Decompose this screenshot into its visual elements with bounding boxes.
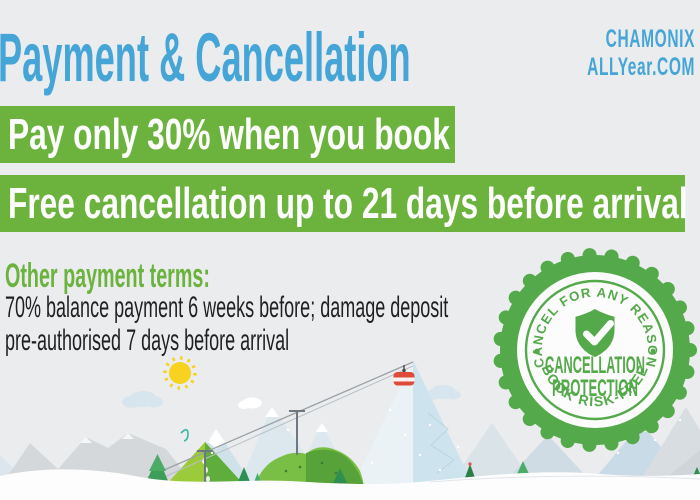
badge-side-dot: [650, 348, 656, 354]
banner-free-cancellation-text: Free cancellation up to 21 days before a…: [8, 178, 688, 228]
snow-cap: [80, 437, 92, 443]
snow-cap: [265, 407, 279, 417]
snow-cap: [316, 423, 328, 432]
logo-line-1: CHAMONIX: [605, 25, 695, 53]
cloud-icon: [238, 397, 262, 409]
badge-center-line-2: PROTECTION: [552, 375, 638, 402]
banner-pay-deposit-text: Pay only 30% when you book: [8, 109, 450, 159]
snow-cap: [208, 429, 225, 449]
hill-speckles: [284, 461, 338, 475]
cable-line: [147, 361, 414, 478]
banner-free-cancellation: Free cancellation up to 21 days before a…: [0, 175, 688, 232]
badge-center-line-1: CANCELLATION: [545, 352, 645, 379]
lift-pylon: [197, 450, 213, 482]
cable-line: [152, 365, 414, 483]
cancellation-protection-badge: CANCEL FOR ANY REASON CANCELLATION PROTE…: [493, 248, 697, 452]
green-hill: [205, 442, 246, 487]
banner-pay-deposit: Pay only 30% when you book: [0, 106, 455, 163]
page-title: Payment & Cancellation: [0, 23, 700, 92]
chamonix-allyear-logo: CHAMONIX ALLYear.COM: [521, 25, 695, 81]
payment-terms-line-2: pre-authorised 7 days before arrival: [5, 324, 290, 357]
logo-line-2: ALLYear.COM: [587, 53, 695, 81]
cloud-icon: [122, 391, 163, 408]
page-title-text: Payment & Cancellation: [0, 19, 411, 96]
green-hill: [306, 449, 364, 487]
snowy-mountain: [413, 360, 474, 487]
badge-side-dot: [534, 348, 540, 354]
snow-cap: [122, 433, 134, 439]
lift-pylon: [289, 410, 305, 455]
mountain-scene-illustration: [0, 356, 700, 500]
snow-contour: [429, 475, 700, 483]
gondola-icon: [393, 365, 415, 386]
snow-dots: [210, 408, 682, 472]
ski-trail: [427, 412, 455, 474]
payment-terms-line-1: 70% balance payment 6 weeks before; dama…: [5, 291, 449, 324]
sun-icon: [163, 356, 197, 390]
shield-check-icon: [575, 309, 615, 357]
payment-terms-heading: Other payment terms:: [5, 257, 210, 295]
ribbon-squiggle: [180, 428, 189, 442]
cloud-icon: [424, 385, 461, 400]
